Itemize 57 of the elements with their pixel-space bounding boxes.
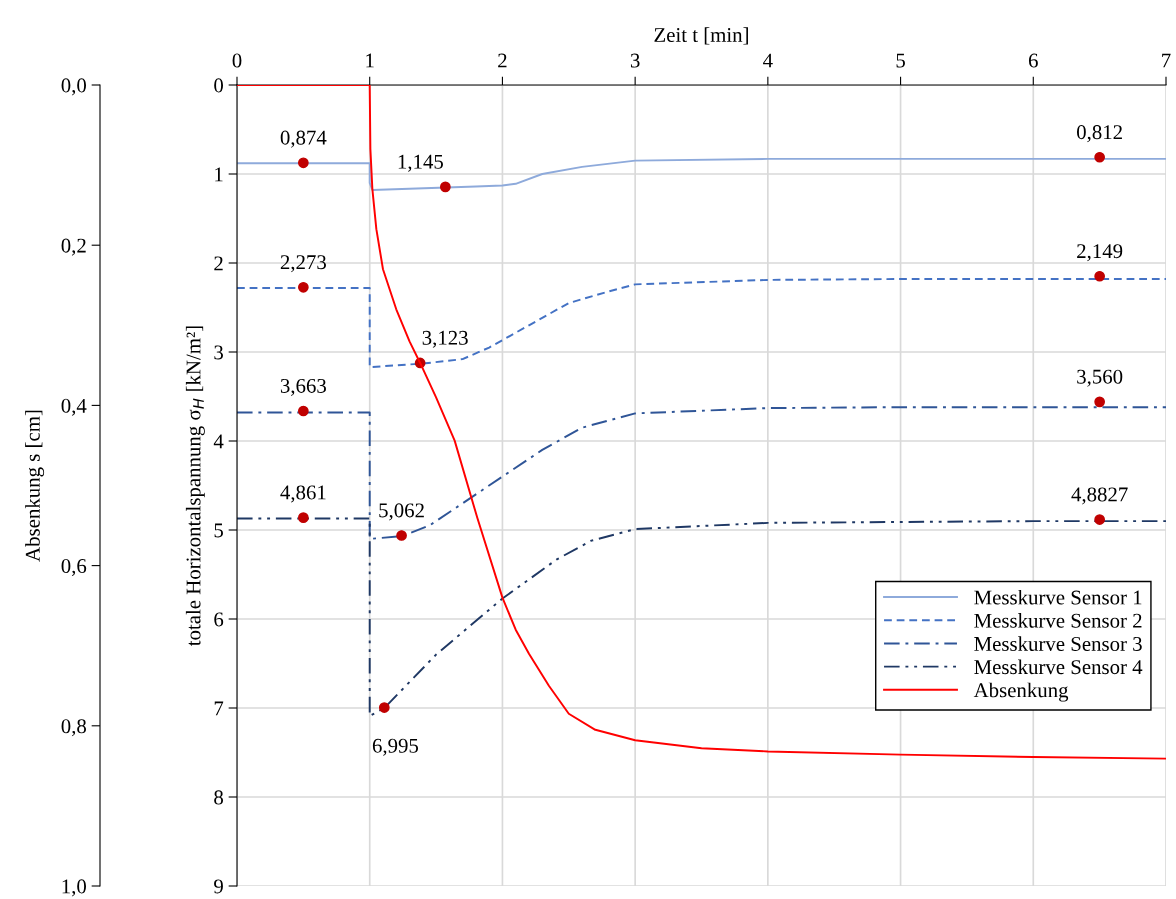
y2-tick-label: 0,6 [61, 558, 87, 577]
y2-tick-label: 0,4 [61, 398, 87, 416]
data-label: 0,812 [1077, 125, 1122, 143]
data-label: 1,145 [398, 154, 443, 172]
legend-label: Messkurve Sensor 3 [974, 636, 1142, 651]
y-tick-label: 2 [214, 256, 223, 271]
x-tick-label: 6 [1028, 53, 1038, 68]
x-tick-label: 0 [232, 53, 242, 68]
legend-label: Absenkung [973, 682, 1069, 702]
data-label: 5,062 [379, 503, 424, 521]
point [1094, 270, 1105, 282]
x-tick-label: 7 [1162, 53, 1171, 68]
data-label: 6,995 [372, 738, 419, 756]
x-tick-label: 4 [763, 53, 773, 68]
y2-tick-label: 1,0 [62, 879, 87, 897]
point [1094, 514, 1105, 525]
y2-tick-label: 0,2 [61, 238, 86, 256]
x-tick-label: 1 [366, 53, 374, 68]
y-tick-label: 7 [214, 701, 224, 716]
y-tick-label: 0 [214, 78, 224, 93]
data-label: 3,123 [422, 330, 468, 348]
data-label: 2,149 [1077, 244, 1123, 262]
y-tick-label: 1 [215, 167, 223, 182]
y-tick-label: 4 [213, 434, 224, 449]
point [298, 405, 309, 417]
line-series [237, 406, 1166, 540]
legend-label: Messkurve Sensor 4 [974, 659, 1143, 675]
point [378, 702, 390, 713]
data-label: 3,663 [280, 378, 326, 396]
point [298, 157, 309, 169]
line-series [237, 278, 1166, 369]
legend-label: Messkurve Sensor 2 [974, 613, 1142, 628]
y-tick-label: 8 [214, 790, 224, 805]
x-tick-label: 2 [498, 53, 507, 68]
point [1094, 151, 1105, 163]
x-tick-label: 5 [896, 53, 905, 68]
y2-tick-label: 0,0 [61, 78, 87, 96]
y-tick-label: 6 [214, 612, 224, 627]
point [298, 281, 309, 293]
point [298, 512, 309, 523]
y-tick-label: 9 [214, 879, 223, 894]
data-label: 4,8827 [1071, 487, 1128, 505]
y2-axis-title: Absenkung s [cm] [25, 410, 45, 562]
y2-tick-label: 0,8 [61, 719, 87, 737]
point [440, 181, 451, 193]
point [1094, 396, 1105, 408]
y-tick-label: 5 [214, 523, 223, 538]
point [396, 530, 407, 541]
y-axis-title: totale Horizontalspannung σ$_{H}$ [kN/m²] [185, 326, 205, 647]
data-label: 3,560 [1077, 369, 1123, 387]
data-label: 4,861 [280, 485, 326, 503]
x-axis-title: Zeit t [min] [654, 27, 748, 45]
legend-label: Messkurve Sensor 1 [974, 589, 1142, 605]
x-tick-label: 3 [630, 53, 640, 68]
y-tick-label: 3 [214, 345, 223, 360]
data-label: 2,273 [280, 255, 326, 273]
data-label: 0,874 [280, 130, 327, 148]
